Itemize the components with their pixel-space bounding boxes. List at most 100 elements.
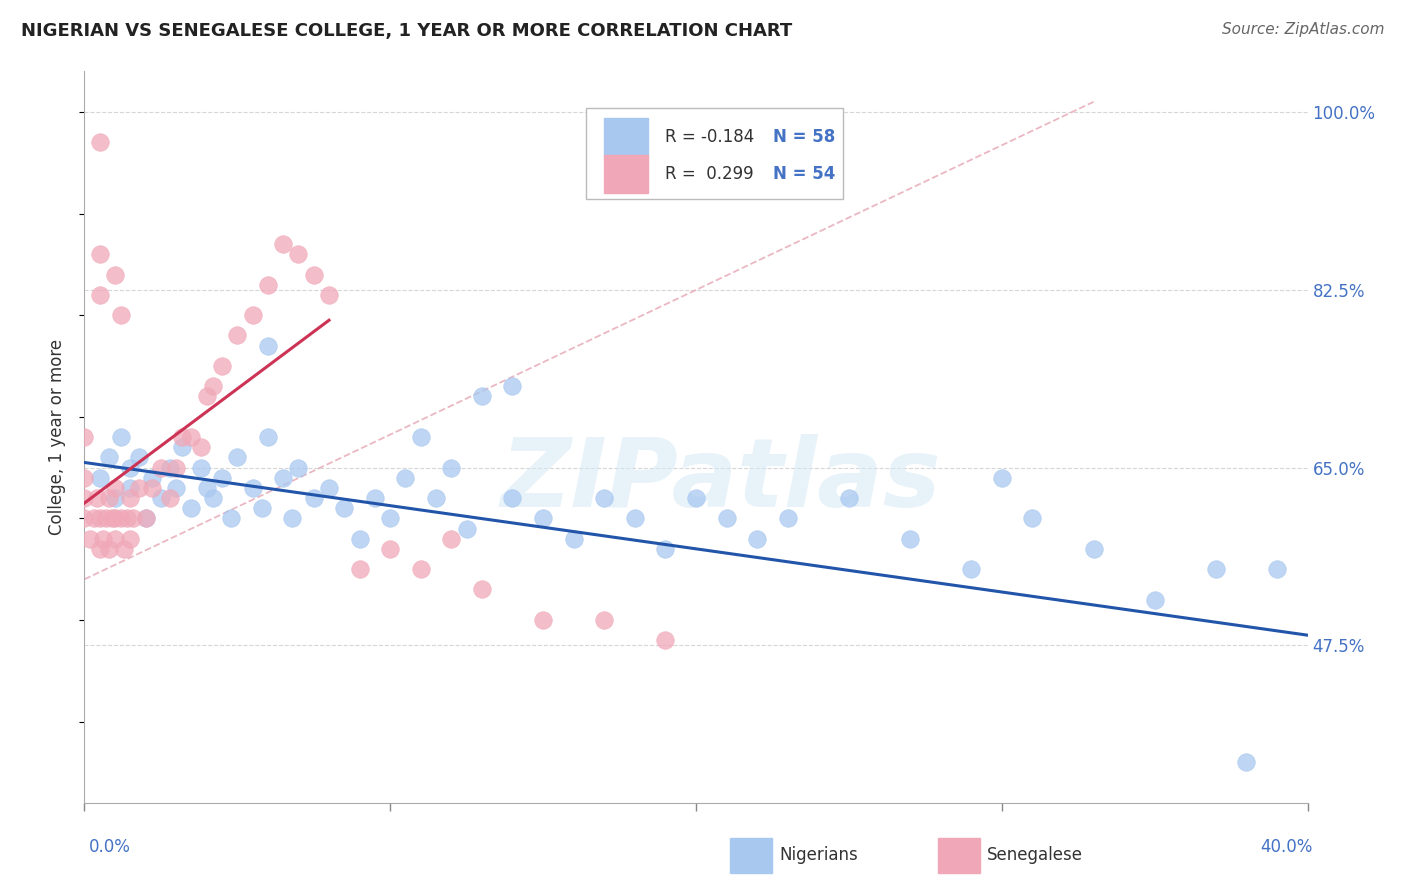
Point bbox=[409, 562, 432, 576]
Point bbox=[716, 511, 738, 525]
Point bbox=[219, 511, 242, 525]
Point bbox=[195, 389, 218, 403]
Text: 0.0%: 0.0% bbox=[89, 838, 131, 856]
Text: N = 58: N = 58 bbox=[773, 128, 835, 146]
Text: NIGERIAN VS SENEGALESE COLLEGE, 1 YEAR OR MORE CORRELATION CHART: NIGERIAN VS SENEGALESE COLLEGE, 1 YEAR O… bbox=[21, 22, 793, 40]
Point bbox=[91, 532, 114, 546]
Point bbox=[141, 471, 163, 485]
Point bbox=[1205, 562, 1227, 576]
Point bbox=[172, 430, 194, 444]
Point bbox=[242, 308, 264, 322]
FancyBboxPatch shape bbox=[730, 838, 772, 873]
Point bbox=[141, 481, 163, 495]
Point bbox=[333, 501, 356, 516]
Point bbox=[201, 379, 224, 393]
Point bbox=[991, 471, 1014, 485]
Point bbox=[226, 328, 249, 343]
Point bbox=[120, 460, 142, 475]
Point bbox=[502, 379, 524, 393]
Point bbox=[1021, 511, 1043, 525]
FancyBboxPatch shape bbox=[605, 154, 648, 193]
Point bbox=[73, 511, 96, 525]
Point bbox=[440, 460, 463, 475]
Point bbox=[318, 288, 340, 302]
Point bbox=[149, 460, 172, 475]
Point bbox=[172, 440, 194, 454]
Point bbox=[115, 511, 138, 525]
Point bbox=[838, 491, 860, 505]
FancyBboxPatch shape bbox=[586, 108, 842, 200]
Point bbox=[242, 481, 264, 495]
Point bbox=[159, 491, 181, 505]
Point bbox=[349, 532, 371, 546]
Point bbox=[89, 471, 111, 485]
Point bbox=[149, 491, 172, 505]
Point bbox=[425, 491, 447, 505]
Point bbox=[79, 532, 101, 546]
Point bbox=[110, 430, 132, 444]
FancyBboxPatch shape bbox=[938, 838, 980, 873]
Point bbox=[593, 613, 616, 627]
Point bbox=[180, 430, 202, 444]
Point bbox=[1236, 755, 1258, 769]
Text: Nigerians: Nigerians bbox=[779, 847, 858, 864]
Point bbox=[471, 389, 494, 403]
Point bbox=[86, 491, 108, 505]
Point bbox=[257, 338, 280, 352]
Point bbox=[195, 481, 218, 495]
Point bbox=[471, 582, 494, 597]
Point bbox=[654, 541, 676, 556]
Point bbox=[287, 247, 309, 261]
Point bbox=[83, 511, 105, 525]
Point bbox=[1143, 592, 1166, 607]
Point bbox=[120, 491, 142, 505]
Point bbox=[190, 440, 212, 454]
Point bbox=[128, 481, 150, 495]
Point bbox=[104, 532, 127, 546]
Point bbox=[593, 491, 616, 505]
Text: R =  0.299: R = 0.299 bbox=[665, 165, 754, 183]
Point bbox=[104, 481, 127, 495]
Point bbox=[562, 532, 585, 546]
Text: Source: ZipAtlas.com: Source: ZipAtlas.com bbox=[1222, 22, 1385, 37]
Point bbox=[211, 471, 233, 485]
Point bbox=[1265, 562, 1288, 576]
Point bbox=[180, 501, 202, 516]
Point bbox=[135, 511, 157, 525]
Text: ZIPatlas: ZIPatlas bbox=[501, 434, 941, 527]
Point bbox=[122, 511, 145, 525]
Point bbox=[97, 491, 120, 505]
Point bbox=[302, 491, 325, 505]
Point bbox=[104, 268, 127, 282]
Point bbox=[380, 541, 402, 556]
Point bbox=[271, 237, 294, 252]
Point bbox=[89, 541, 111, 556]
Point bbox=[165, 481, 187, 495]
Point bbox=[120, 481, 142, 495]
Point bbox=[440, 532, 463, 546]
Text: R = -0.184: R = -0.184 bbox=[665, 128, 755, 146]
Point bbox=[776, 511, 799, 525]
Point bbox=[211, 359, 233, 373]
Point bbox=[302, 268, 325, 282]
Point bbox=[380, 511, 402, 525]
Point bbox=[318, 481, 340, 495]
Point bbox=[112, 541, 135, 556]
Point bbox=[531, 511, 554, 525]
Point bbox=[101, 511, 124, 525]
Point bbox=[159, 460, 181, 475]
Point bbox=[89, 288, 111, 302]
Point bbox=[120, 532, 142, 546]
Point bbox=[128, 450, 150, 465]
Point bbox=[190, 460, 212, 475]
Point bbox=[97, 450, 120, 465]
Point bbox=[409, 430, 432, 444]
Point bbox=[89, 247, 111, 261]
Y-axis label: College, 1 year or more: College, 1 year or more bbox=[48, 339, 66, 535]
Text: Senegalese: Senegalese bbox=[987, 847, 1083, 864]
Point bbox=[201, 491, 224, 505]
Point bbox=[110, 511, 132, 525]
Point bbox=[89, 136, 111, 150]
Point bbox=[394, 471, 416, 485]
Point bbox=[531, 613, 554, 627]
